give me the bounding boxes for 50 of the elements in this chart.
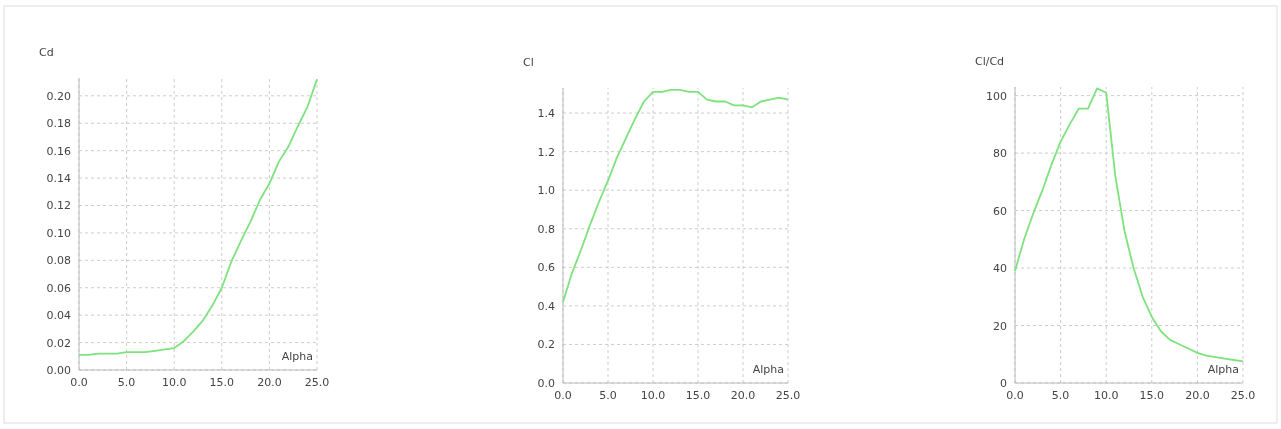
x-tick-label: 5.0 xyxy=(1051,389,1070,402)
x-tick-label: 20.0 xyxy=(257,376,282,389)
y-tick-label: 0.2 xyxy=(537,338,555,352)
y-axis-title: Cl xyxy=(523,56,534,69)
x-axis-title: Alpha xyxy=(752,363,784,376)
y-tick-label: 40 xyxy=(993,262,1007,276)
y-tick-label: 0.04 xyxy=(46,309,71,323)
y-tick-label: 0.8 xyxy=(537,222,555,236)
y-axis-title: Cl/Cd xyxy=(975,55,1005,68)
y-tick-label: 0.20 xyxy=(46,89,71,103)
y-tick-label: 1.4 xyxy=(537,107,555,121)
y-tick-label: 80 xyxy=(993,147,1007,161)
x-tick-label: 25.0 xyxy=(304,376,330,389)
x-axis-title: Alpha xyxy=(281,350,313,363)
x-tick-label: 15.0 xyxy=(1139,389,1165,402)
y-tick-label: 0.00 xyxy=(46,364,71,377)
line-series xyxy=(562,89,789,303)
x-tick-label: 0.0 xyxy=(554,389,572,402)
y-tick-label: 0.16 xyxy=(46,144,71,158)
y-tick-label: 60 xyxy=(993,204,1007,218)
y-tick-label: 0.02 xyxy=(46,336,71,350)
x-tick-label: 20.0 xyxy=(1185,389,1210,402)
x-tick-label: 0.0 xyxy=(1006,389,1024,402)
y-tick-label: 0.4 xyxy=(537,299,555,313)
x-tick-label: 10.0 xyxy=(161,376,187,389)
y-tick-label: 1.2 xyxy=(537,145,555,159)
x-tick-label: 25.0 xyxy=(775,389,801,402)
y-tick-label: 0.08 xyxy=(46,254,71,268)
x-tick-label: 25.0 xyxy=(1230,389,1256,402)
x-tick-label: 20.0 xyxy=(730,389,756,402)
y-tick-label: 0.10 xyxy=(46,226,71,240)
y-axis-title: Cd xyxy=(39,46,54,59)
x-tick-label: 10.0 xyxy=(1093,389,1119,402)
y-tick-label: 0.06 xyxy=(46,281,71,295)
x-tick-label: 10.0 xyxy=(640,389,666,402)
y-tick-label: 0.6 xyxy=(537,261,555,275)
y-tick-label: 0.14 xyxy=(46,172,71,186)
y-tick-label: 1.0 xyxy=(537,184,555,198)
x-tick-label: 15.0 xyxy=(209,376,235,389)
y-tick-label: 100 xyxy=(986,89,1007,103)
x-tick-label: 5.0 xyxy=(599,389,617,402)
y-tick-label: 20 xyxy=(993,319,1007,333)
x-tick-label: 0.0 xyxy=(70,376,88,389)
x-tick-label: 5.0 xyxy=(117,376,136,389)
y-tick-label: 0.18 xyxy=(46,117,71,131)
x-axis-title: Alpha xyxy=(1207,363,1239,376)
x-tick-label: 15.0 xyxy=(685,389,711,402)
y-tick-label: 0.12 xyxy=(46,199,71,213)
line-series xyxy=(1014,87,1244,363)
y-tick-label: 0 xyxy=(1000,377,1007,390)
